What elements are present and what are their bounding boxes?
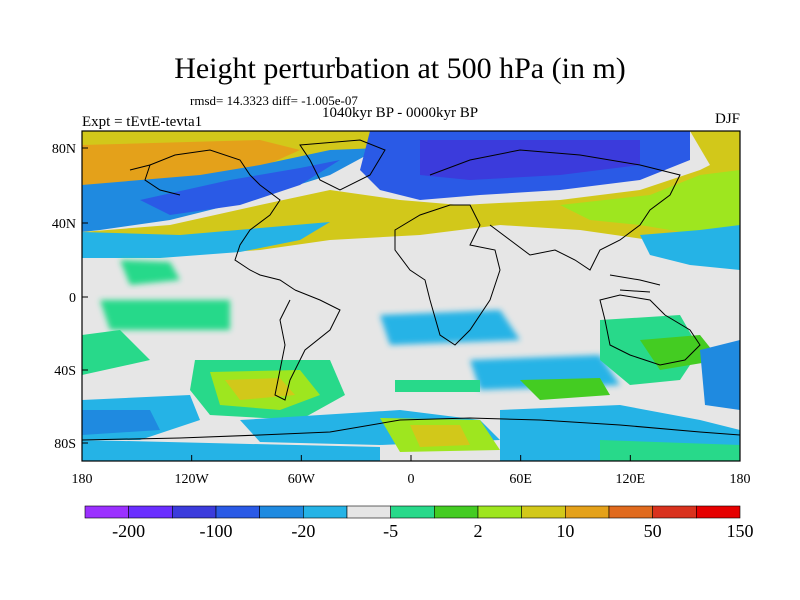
map-title: Height perturbation at 500 hPa (in m) — [174, 52, 626, 85]
greenland-coast — [299, 139, 386, 191]
colorbar-swatch — [215, 505, 260, 519]
lat-tick-label: 0 — [69, 291, 76, 306]
colorbar-swatch — [696, 505, 741, 519]
colorbar-label: 150 — [727, 521, 754, 541]
colorbar: -200 -100 -20 -5 2 10 50 150 — [84, 505, 754, 541]
longitude-axis: 180 120W 60W 0 60E 120E 180 — [72, 455, 751, 487]
lat-tick-label: 40S — [54, 364, 76, 379]
colorbar-label: -20 — [291, 521, 315, 541]
colorbar-swatch — [608, 505, 653, 519]
positive-field-ne — [690, 131, 740, 170]
colorbar-label: -100 — [200, 521, 233, 541]
period-subtitle: 1040kyr BP - 0000kyr BP — [321, 105, 479, 121]
experiment-label: Expt = tEvtE-tevta1 — [82, 114, 203, 130]
north-america-coast — [149, 149, 296, 291]
positive-blob-io2 — [520, 378, 610, 400]
lat-tick-label: 80N — [52, 142, 76, 157]
positive-field-midlat — [82, 150, 740, 255]
colorbar-swatch — [390, 505, 435, 519]
lon-tick-label: 180 — [730, 472, 751, 487]
positive-field-sw — [82, 330, 150, 375]
contour-field — [82, 131, 740, 461]
colorbar-swatch — [652, 505, 697, 519]
negative-field-na-core — [140, 160, 340, 215]
colorbar-swatch — [434, 505, 479, 519]
negative-field-pacific-east — [640, 225, 740, 270]
colorbar-label: 50 — [644, 521, 662, 541]
colorbar-swatch — [303, 505, 348, 519]
lon-tick-label: 120W — [175, 472, 210, 487]
positive-field-ant-se — [600, 440, 740, 461]
colorbar-label: 2 — [474, 521, 483, 541]
positive-blob-sa2 — [395, 380, 480, 392]
south-america-coast — [274, 289, 341, 401]
colorbar-swatch — [477, 505, 522, 519]
positive-blob-2 — [100, 300, 230, 330]
negative-field-se — [700, 340, 740, 410]
asia-coast — [429, 149, 681, 271]
colorbar-swatch — [172, 505, 217, 519]
lon-tick-label: 60E — [509, 472, 532, 487]
negative-blob-atl — [380, 310, 520, 345]
lon-tick-label: 0 — [408, 472, 415, 487]
colorbar-swatch — [84, 505, 129, 519]
negative-field-band — [82, 222, 330, 258]
colorbar-label: -200 — [112, 521, 145, 541]
africa-europe-coast — [394, 204, 501, 346]
negative-field-siberia-core — [420, 140, 640, 180]
latitude-axis: 80N 40N 0 40S 80S — [52, 142, 88, 452]
australia-coast — [599, 294, 701, 366]
colorbar-swatch — [521, 505, 566, 519]
colorbar-swatch — [565, 505, 610, 519]
indonesia-coast — [609, 274, 661, 293]
alaska-coast — [129, 164, 181, 196]
positive-blob-1 — [120, 260, 180, 285]
colorbar-swatch — [128, 505, 173, 519]
lon-tick-label: 60W — [288, 472, 316, 487]
season-label: DJF — [714, 111, 740, 127]
stats-text: rmsd= 14.3323 diff= -1.005e-07 — [190, 93, 358, 108]
coastlines — [82, 139, 740, 441]
lat-tick-label: 80S — [54, 437, 76, 452]
positive-field-ant-core — [410, 425, 470, 447]
lon-tick-label: 120E — [616, 472, 646, 487]
positive-field-australia-core — [640, 335, 720, 370]
negative-field-sw-ant-core — [82, 410, 160, 435]
negative-field-ant-bottom — [82, 440, 380, 461]
colorbar-label: 10 — [556, 521, 574, 541]
lat-tick-label: 40N — [52, 217, 76, 232]
colorbar-swatch — [259, 505, 304, 519]
colorbar-swatch — [346, 505, 391, 519]
positive-field-pacific — [560, 170, 740, 235]
antarctica-coast — [82, 417, 740, 441]
lon-tick-label: 180 — [72, 472, 93, 487]
colorbar-label: -5 — [383, 521, 398, 541]
